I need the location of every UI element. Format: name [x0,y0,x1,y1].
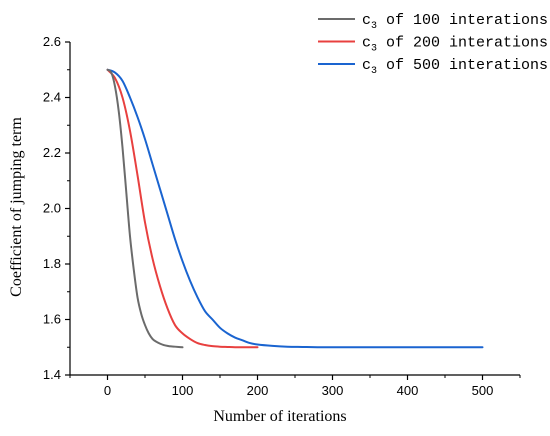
x-tick-label: 500 [472,383,494,398]
x-tick-label: 400 [397,383,419,398]
x-tick-label: 200 [247,383,269,398]
legend-label-1: c3 of 100 interations [362,12,548,32]
x-tick-label: 300 [322,383,344,398]
series-line-2 [106,68,259,349]
axes: 1.4 1.6 1.8 2.0 2.2 2.4 2.6 0 100 200 300 400 500 [43,34,521,398]
x-tick-label: 100 [172,383,194,398]
x-axis-label: Number of iterations [213,408,346,425]
y-tick-label: 2.4 [43,90,61,105]
legend-label-2: c3 of 200 interations [362,35,548,55]
legend: c3 of 100 interations c3 of 200 interatio… [318,12,548,77]
series-line-3 [106,68,484,349]
y-tick-label: 1.8 [43,256,61,271]
x-tick-label: 0 [104,383,111,398]
series-line-1 [106,68,184,349]
y-axis-label: Coefficient of jumping term [8,117,25,297]
y-tick-label: 1.4 [43,367,61,382]
y-tick-label: 2.2 [43,145,61,160]
series-layer [106,68,484,349]
y-tick-label: 2.6 [43,34,61,49]
legend-label-3: c3 of 500 interations [362,57,548,77]
y-tick-label: 2.0 [43,201,61,216]
y-tick-label: 1.6 [43,312,61,327]
